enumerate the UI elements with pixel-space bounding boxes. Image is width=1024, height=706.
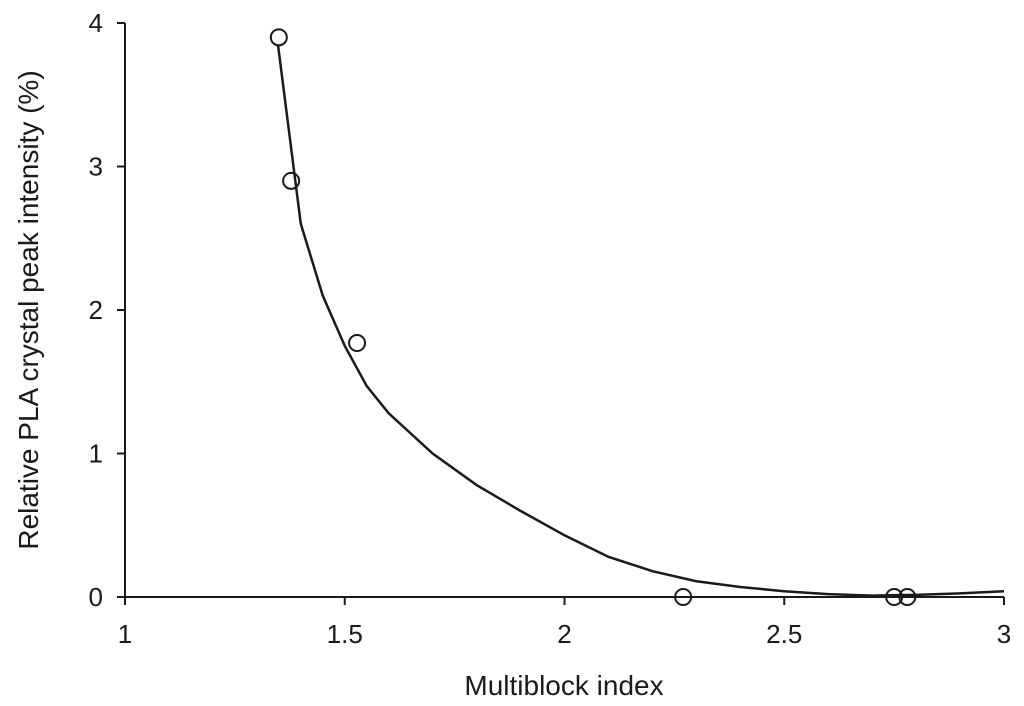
fit-curve xyxy=(276,44,1005,597)
data-point xyxy=(282,171,301,190)
x-tick-label: 1 xyxy=(118,619,132,649)
y-tick-label: 1 xyxy=(89,439,103,469)
y-axis-label: Relative PLA crystal peak intensity (%) xyxy=(13,70,44,549)
data-point xyxy=(348,334,367,353)
y-tick-label: 2 xyxy=(89,295,103,325)
y-tick-label: 0 xyxy=(89,582,103,612)
data-point xyxy=(674,588,693,606)
x-axis-label: Multiblock index xyxy=(464,670,663,701)
y-tick-label: 3 xyxy=(89,152,103,182)
x-tick-label: 2 xyxy=(557,619,571,649)
y-tick-label: 4 xyxy=(89,8,103,38)
x-tick-label: 2.5 xyxy=(766,619,802,649)
x-tick-label: 3 xyxy=(997,619,1011,649)
x-tick-label: 1.5 xyxy=(327,619,363,649)
data-point xyxy=(885,588,904,606)
data-point xyxy=(269,28,288,47)
data-point xyxy=(898,588,917,606)
